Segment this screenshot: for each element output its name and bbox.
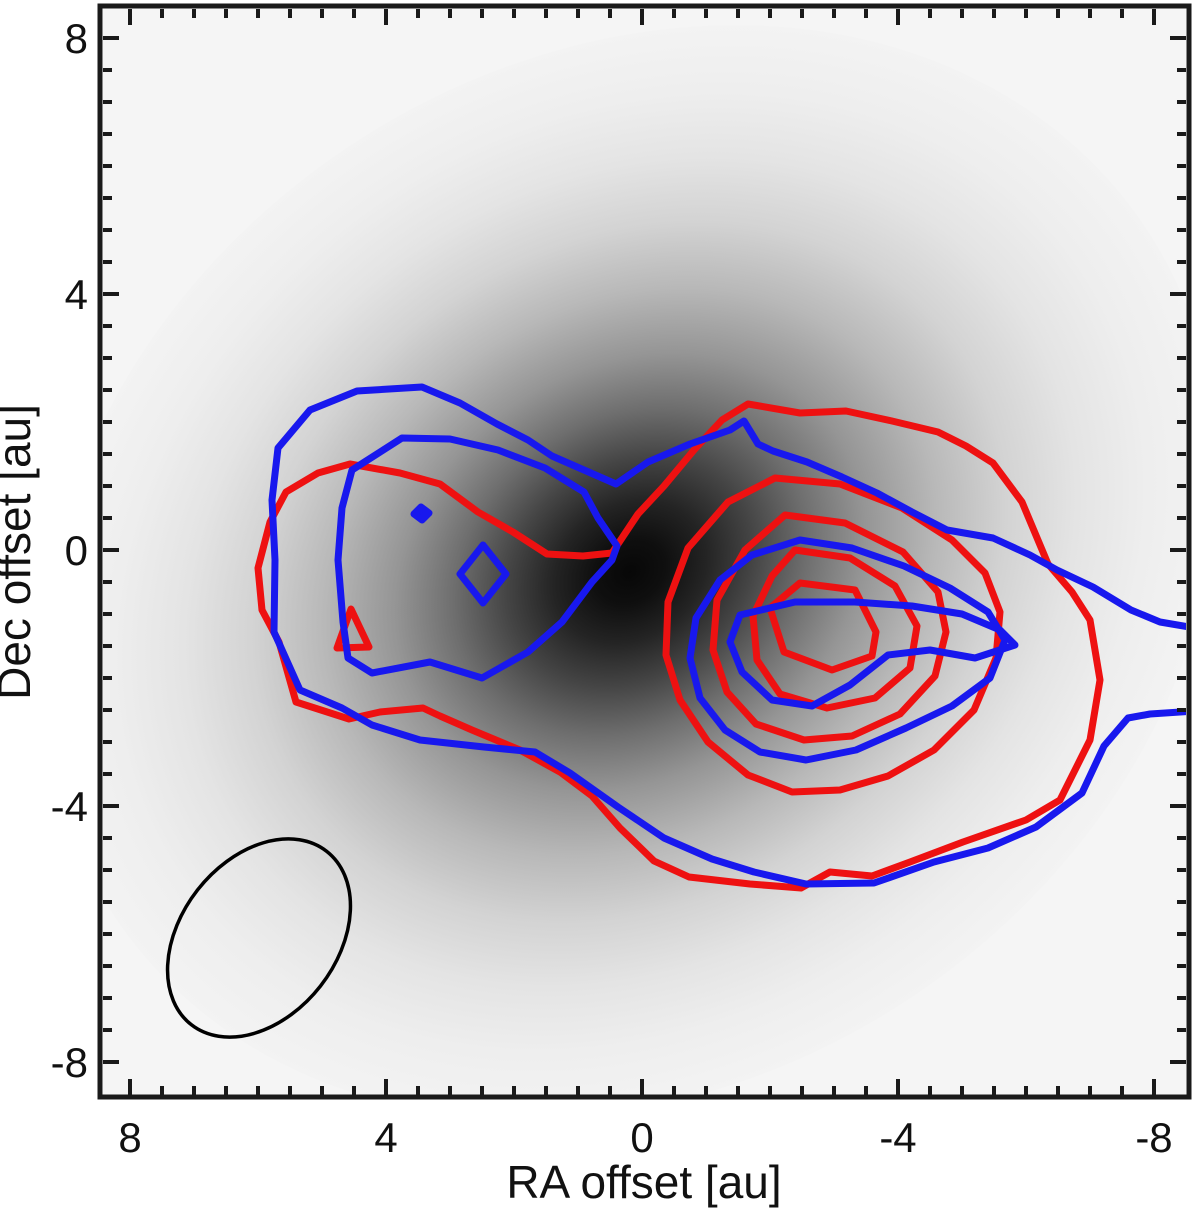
x-axis-title: RA offset [au] [506, 1156, 781, 1208]
x-tick-label: -4 [879, 1114, 916, 1161]
blue-mid-left [334, 434, 621, 682]
axis-ticks [103, 9, 1186, 1095]
red-ring-5 [766, 579, 880, 674]
y-tick-label: 8 [65, 15, 88, 62]
y-tick-label: -4 [51, 783, 88, 830]
plot-border [97, 3, 1192, 1100]
blue-dot [410, 503, 433, 524]
blue-inner-right [726, 598, 1019, 710]
x-tick-label: 0 [630, 1114, 653, 1161]
blueshifted-emission [268, 383, 1186, 888]
axis-tick-labels: 8 4 0 -4 -8 8 4 0 -4 -8 [51, 15, 1173, 1161]
x-tick-label: 8 [118, 1114, 141, 1161]
velocity-contours [254, 383, 1186, 892]
red-outer [254, 400, 1104, 892]
y-tick-label: 4 [65, 271, 88, 318]
beam-ellipse [165, 837, 353, 1039]
y-tick-label: 0 [65, 527, 88, 574]
red-ring-2 [662, 474, 1004, 796]
blue-outer [268, 383, 1186, 888]
blue-diamond [456, 541, 510, 607]
blue-mid-right [686, 536, 1009, 764]
y-tick-label: -8 [51, 1039, 88, 1086]
y-axis-title: Dec offset [au] [0, 404, 40, 700]
x-tick-label: -8 [1135, 1114, 1172, 1161]
red-ring-3 [709, 511, 950, 744]
x-tick-label: 4 [374, 1114, 397, 1161]
